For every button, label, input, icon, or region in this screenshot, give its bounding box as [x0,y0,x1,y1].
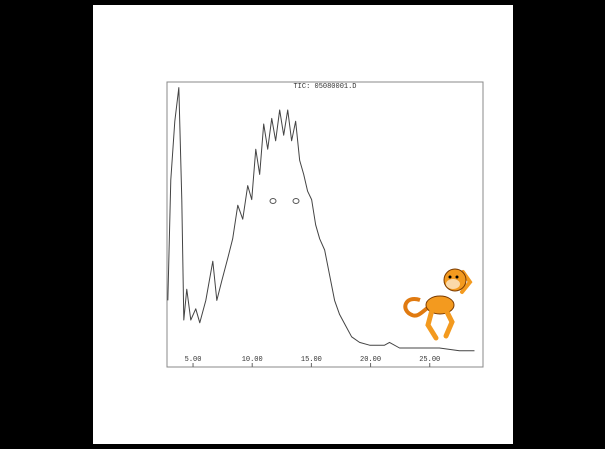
marker [269,198,277,204]
monkey-eye [455,275,459,279]
monkey-legs [425,307,455,341]
monkey-eye [448,275,452,279]
monkey-tail [403,297,432,318]
plot: 5.00 10.00 15.00 20.00 25.00 [167,87,475,367]
x-tick-label: 15.00 [301,356,322,364]
monkey [403,268,473,341]
marker [292,198,300,204]
monkey-face [446,279,460,289]
x-tick-label: 25.00 [419,356,440,364]
slide [93,5,513,444]
trace [167,87,475,352]
x-tick-label: 10.00 [242,356,263,364]
x-tick-label: 20.00 [360,356,381,364]
plot-frame [166,81,484,368]
x-tick-label: 5.00 [185,356,202,364]
chart-title: TIC: 05080001.D [293,83,356,91]
